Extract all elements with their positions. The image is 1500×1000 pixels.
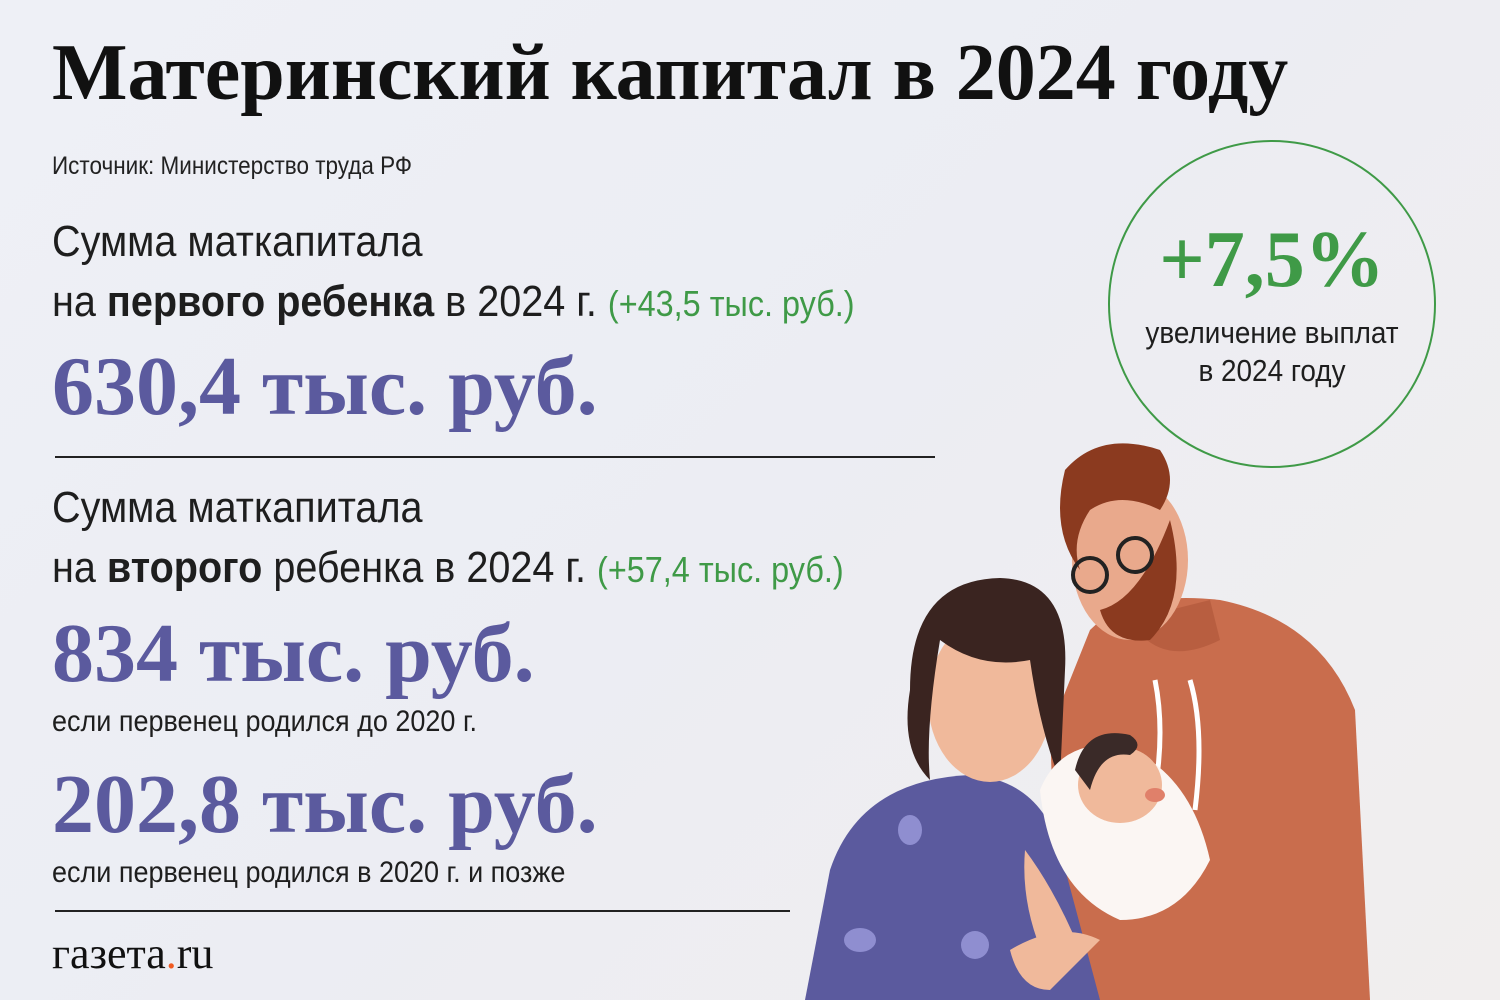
first-child-heading: Сумма маткапитала [52, 217, 423, 266]
second-child-note-2: если первенец родился в 2020 г. и позже [52, 856, 566, 889]
text: в 2024 г. [434, 277, 597, 326]
text: на [52, 543, 107, 592]
badge-caption-2: в 2024 году [1198, 353, 1346, 388]
second-child-note-1: если первенец родился до 2020 г. [52, 705, 478, 738]
page-title: Материнский капитал в 2024 году [52, 29, 1289, 117]
logo-tld: ru [176, 929, 214, 978]
divider [55, 456, 935, 458]
family-illustration [805, 443, 1370, 1000]
text: ребенка в 2024 г. [262, 543, 587, 592]
baby-figure [1040, 733, 1210, 920]
badge-caption-1: увеличение выплат [1145, 315, 1399, 350]
second-child-amount-2: 202,8 тыс. руб. [52, 758, 598, 851]
second-child-amount-1: 834 тыс. руб. [52, 607, 535, 700]
second-child-subheading: на второго ребенка в 2024 г. (+57,4 тыс.… [52, 546, 844, 590]
increase-badge: +7,5% увеличение выплат в 2024 году [1108, 140, 1436, 468]
second-child-heading: Сумма маткапитала [52, 483, 423, 532]
logo: газета.ru [52, 928, 213, 979]
source-text: Источник: Министерство труда РФ [52, 152, 413, 180]
first-child-amount: 630,4 тыс. руб. [52, 340, 598, 433]
emphasis: второго [106, 543, 263, 592]
text: на [52, 277, 107, 326]
first-child-subheading: на первого ребенка в 2024 г. (+43,5 тыс.… [52, 280, 855, 324]
logo-dot: . [165, 929, 177, 978]
hand [1010, 932, 1100, 990]
emphasis: первого ребенка [106, 277, 435, 326]
logo-text: газета [52, 929, 166, 978]
divider [55, 910, 790, 912]
increase-percent: +7,5% [1159, 216, 1385, 304]
second-child-delta: (+57,4 тыс. руб.) [597, 549, 844, 590]
father-figure [1050, 443, 1370, 1000]
first-child-delta: (+43,5 тыс. руб.) [607, 283, 855, 324]
